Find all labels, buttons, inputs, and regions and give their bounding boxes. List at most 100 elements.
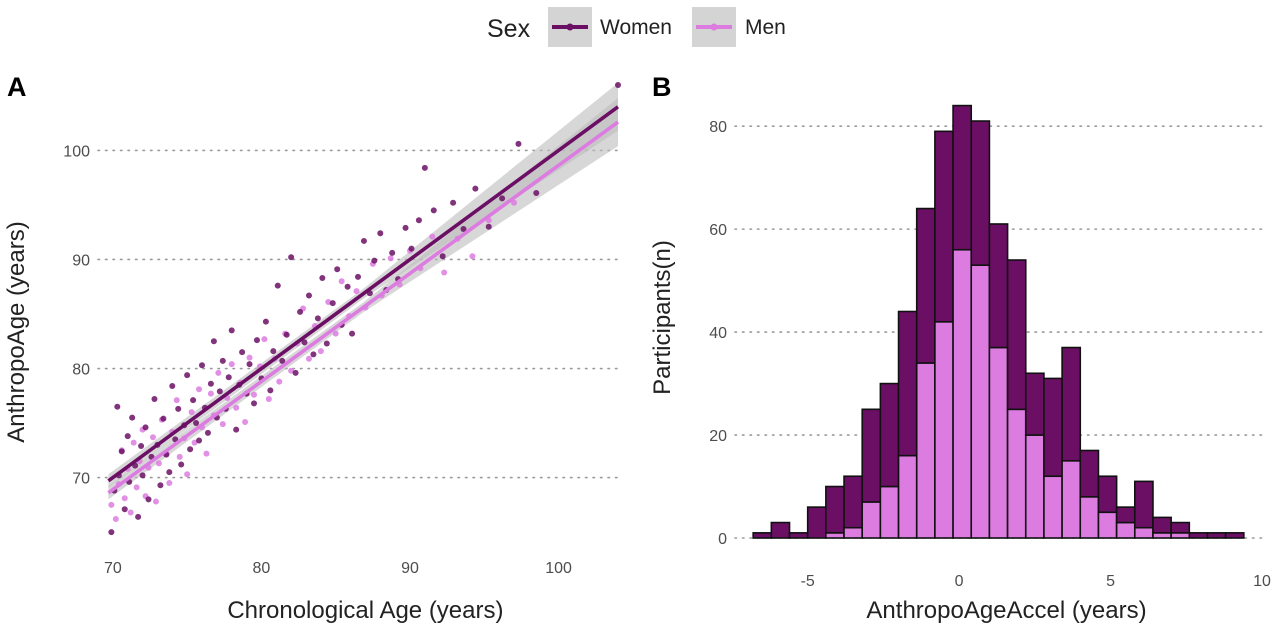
legend-dot-men	[710, 23, 718, 31]
data-point-women	[450, 199, 457, 206]
histogram-bar-women	[1152, 516, 1172, 534]
x-tick-label: 90	[401, 560, 419, 577]
data-point-women	[228, 327, 235, 334]
data-point-men	[233, 404, 240, 411]
data-point-women	[118, 448, 125, 455]
data-point-women	[124, 433, 131, 440]
data-point-women	[499, 195, 506, 202]
data-point-women	[175, 405, 182, 412]
legend-title: Sex	[487, 15, 531, 43]
data-point-women	[360, 237, 367, 244]
data-point-women	[151, 396, 158, 403]
y-tick-label: 90	[72, 252, 90, 269]
data-point-men	[387, 255, 394, 262]
data-point-women	[169, 382, 176, 389]
histogram-bar-men	[1115, 521, 1136, 539]
data-point-men	[203, 450, 210, 457]
data-point-men	[338, 278, 345, 285]
x-tick-label: 10	[1253, 573, 1271, 590]
data-point-women	[166, 469, 173, 476]
data-point-women	[310, 351, 317, 358]
histogram-bar-women	[770, 521, 791, 539]
data-point-women	[314, 315, 321, 322]
histogram-bar-men	[1133, 526, 1154, 539]
y-tick-label: 80	[709, 119, 727, 136]
data-point-women	[377, 230, 384, 237]
histogram-bar-women	[825, 485, 845, 534]
panel-label-a: A	[7, 72, 27, 102]
data-point-men	[219, 421, 226, 428]
data-point-men	[188, 409, 195, 416]
data-point-men	[207, 390, 214, 397]
data-point-women	[251, 400, 257, 407]
histogram-bar-women	[934, 130, 954, 323]
data-point-men	[441, 269, 448, 276]
y-axis-label: Participants(n)	[649, 240, 676, 395]
data-point-men	[317, 348, 324, 355]
data-point-women	[145, 496, 152, 503]
data-point-men	[332, 330, 339, 337]
histogram-bar-women	[1206, 532, 1227, 539]
data-point-men	[152, 498, 159, 505]
data-point-men	[288, 367, 295, 374]
data-point-men	[265, 396, 272, 403]
data-point-women	[108, 529, 115, 536]
data-point-men	[246, 354, 253, 361]
data-point-women	[415, 217, 422, 224]
histogram-bar-men	[1097, 511, 1118, 539]
histogram-panel: 0 20 40 60 80 -5 0 5 10 AnthropoAgeAccel (years) P…	[649, 104, 1271, 624]
x-tick-label: 70	[104, 560, 122, 577]
data-point-women	[334, 266, 341, 273]
x-axis-label: AnthropoAgeAccel (years)	[866, 597, 1146, 624]
data-point-men	[242, 418, 249, 425]
data-point-women	[301, 339, 308, 346]
data-point-women	[219, 357, 226, 364]
data-point-men	[108, 501, 115, 508]
data-point-women	[323, 340, 330, 347]
data-point-men	[133, 484, 140, 491]
data-point-men	[251, 391, 257, 398]
y-tick-label: 40	[709, 325, 727, 342]
histogram-bar-men	[1061, 459, 1082, 539]
histogram-bar-women	[988, 223, 1009, 349]
data-point-men	[228, 361, 235, 368]
data-point-women	[460, 225, 467, 232]
data-point-women	[292, 369, 299, 376]
histogram-bar-women	[861, 408, 882, 503]
histogram-bar-men	[897, 454, 918, 539]
x-tick-label: 100	[545, 560, 572, 577]
data-point-women	[270, 348, 277, 355]
data-point-women	[439, 253, 446, 260]
data-point-women	[389, 249, 396, 256]
y-axis-label: AnthropoAge (years)	[3, 221, 30, 442]
data-point-women	[114, 403, 121, 410]
x-tick-label: 80	[253, 560, 271, 577]
data-point-women	[196, 437, 203, 444]
data-point-women	[371, 257, 378, 264]
data-point-women	[135, 513, 142, 520]
histogram-bar-women	[1061, 346, 1082, 462]
legend-label-men: Men	[745, 16, 786, 39]
histogram-bar-women	[915, 207, 936, 364]
data-point-men	[469, 253, 476, 260]
y-tick-label: 100	[63, 143, 90, 160]
data-point-women	[355, 273, 361, 280]
data-point-men	[127, 509, 134, 516]
data-point-women	[184, 372, 191, 379]
y-tick-label: 70	[72, 471, 90, 488]
scatter-plot-panel: 70 80 90 100 70 80 90 100 Chronological Age (yea…	[3, 82, 621, 624]
data-point-women	[142, 424, 149, 431]
y-tick-label: 0	[718, 531, 727, 548]
histogram-bar-women	[806, 506, 827, 539]
data-point-men	[130, 439, 137, 446]
data-point-women	[157, 482, 164, 489]
histogram-bar-men	[970, 264, 991, 539]
data-point-women	[297, 308, 304, 315]
panel-label-b: B	[652, 72, 672, 102]
histogram-bar-women	[1115, 506, 1136, 524]
data-point-women	[319, 275, 326, 282]
data-point-women	[472, 185, 479, 192]
trend-line-men	[107, 120, 620, 495]
